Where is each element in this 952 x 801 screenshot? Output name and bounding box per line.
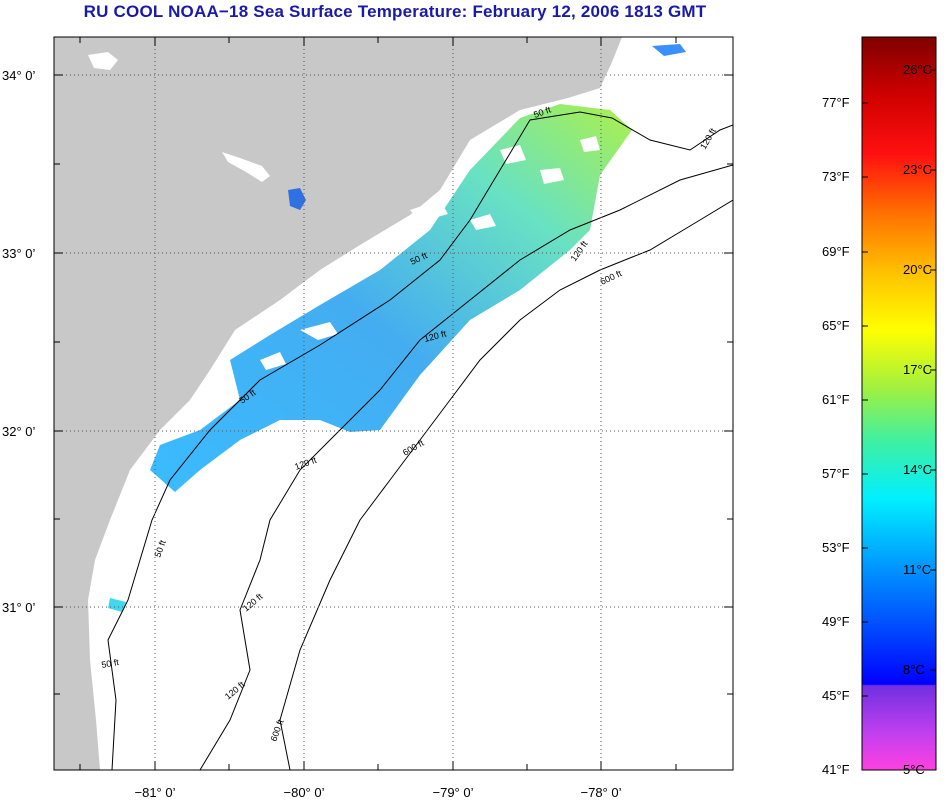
colorbar-ticks	[862, 69, 936, 697]
cb-f-41: 41°F	[822, 762, 850, 777]
cb-c-14: 14°C	[903, 462, 933, 477]
map-title: RU COOL NOAA−18 Sea Surface Temperature:…	[83, 2, 707, 21]
contour-600ft	[279, 199, 733, 770]
cb-f-57: 57°F	[822, 466, 850, 481]
lon-label-79: −79° 0’	[433, 785, 474, 800]
cb-f-53: 53°F	[822, 540, 850, 555]
land-area	[54, 37, 622, 770]
lon-label-80: −80° 0’	[284, 785, 325, 800]
lat-label-32: 32° 0’	[2, 424, 36, 439]
map-frame	[53, 36, 734, 771]
sst-observed-band	[150, 104, 632, 492]
cb-c-26: 26°C	[903, 62, 933, 77]
cb-f-77: 77°F	[822, 95, 850, 110]
lon-label-81: −81° 0’	[135, 785, 176, 800]
cb-f-65: 65°F	[822, 318, 850, 333]
cb-c-20: 20°C	[903, 262, 933, 277]
contour-50ft	[107, 111, 733, 770]
cb-c-8: 8°C	[903, 662, 925, 677]
lat-label-31: 31° 0’	[2, 600, 36, 615]
cb-c-17: 17°C	[903, 362, 933, 377]
cb-c-5: 5°C	[903, 762, 925, 777]
lon-label-78: −78° 0’	[581, 785, 622, 800]
cb-f-73: 73°F	[822, 169, 850, 184]
contour-label-50ft-bottom: 50 ft	[101, 657, 120, 670]
lat-label-33: 33° 0’	[2, 246, 36, 261]
contour-120ft	[199, 164, 733, 770]
lat-label-34: 34° 0’	[2, 68, 36, 83]
axis-ticks	[54, 37, 733, 770]
cb-f-49: 49°F	[822, 614, 850, 629]
cb-f-69: 69°F	[822, 244, 850, 259]
colorbar	[861, 36, 937, 771]
cb-f-45: 45°F	[822, 688, 850, 703]
cb-c-23: 23°C	[903, 162, 933, 177]
cb-f-61: 61°F	[822, 392, 850, 407]
cb-c-11: 11°C	[903, 562, 932, 577]
